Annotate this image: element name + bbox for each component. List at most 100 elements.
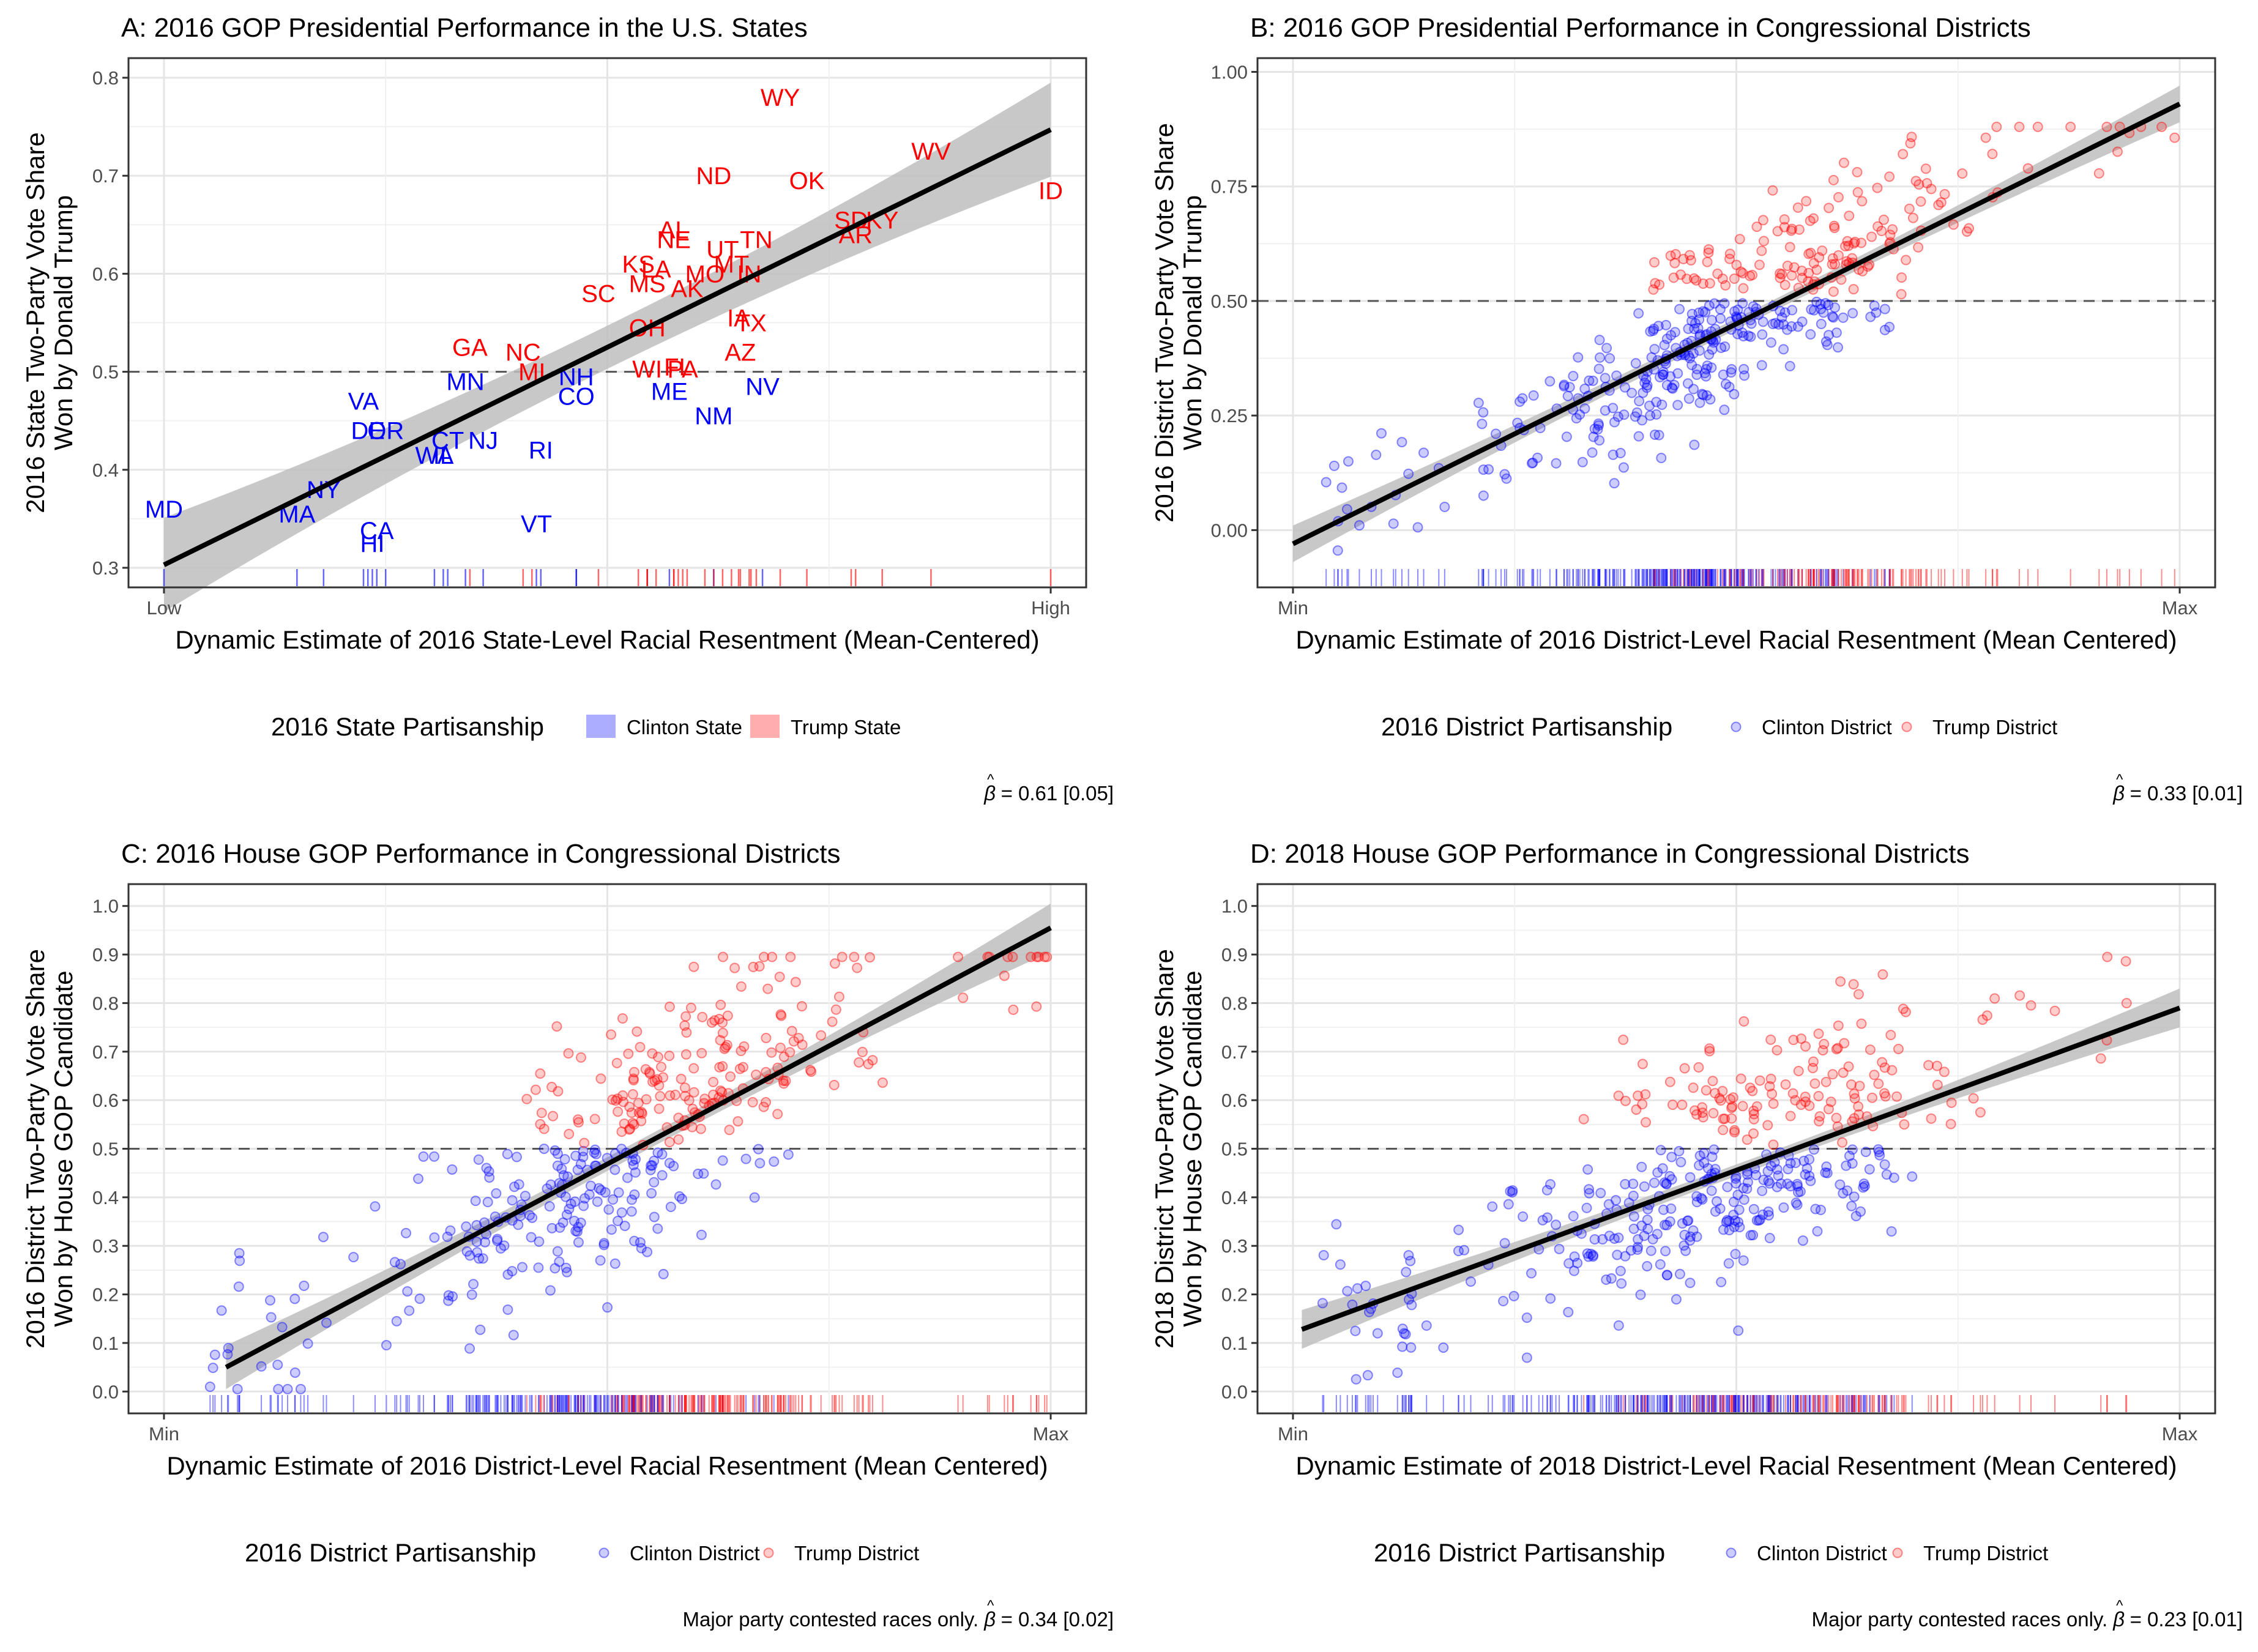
district-point [1745, 1230, 1756, 1241]
district-point [695, 1123, 706, 1134]
grid-lines [1258, 884, 2215, 1413]
district-point [1592, 424, 1603, 435]
x-axis-title: Dynamic Estimate of 2016 District-Level … [1295, 625, 2177, 654]
district-point [1686, 308, 1697, 319]
district-point [1831, 1044, 1842, 1055]
district-point [1786, 270, 1797, 281]
district-point [572, 1164, 583, 1175]
district-point [507, 1266, 518, 1277]
district-point [1701, 371, 1712, 382]
beta-note: Major party contested races only. β^ = 0… [1812, 1598, 2243, 1631]
district-point [717, 1017, 728, 1028]
district-point [273, 1383, 284, 1394]
district-point [1335, 1259, 1346, 1270]
district-point [1847, 1144, 1858, 1155]
district-point [1906, 132, 1917, 143]
district-point [1612, 411, 1623, 422]
district-point [591, 1148, 602, 1159]
district-point [645, 1164, 656, 1175]
district-point [734, 1063, 745, 1074]
district-point [1857, 266, 1868, 277]
district-point [1847, 308, 1858, 319]
district-point [1717, 1085, 1728, 1096]
district-point [1691, 1231, 1702, 1242]
district-point [1683, 393, 1694, 404]
district-point [1512, 417, 1523, 428]
district-point [1031, 1001, 1042, 1012]
district-point [1977, 1014, 1988, 1025]
district-point [1876, 225, 1887, 236]
district-point [1820, 1076, 1831, 1087]
district-point [481, 1163, 492, 1174]
district-point [401, 1227, 412, 1238]
district-point [1587, 1251, 1598, 1262]
district-point [1729, 1125, 1740, 1136]
district-point [1603, 1199, 1614, 1210]
district-point [616, 1126, 627, 1137]
district-point [1715, 1203, 1726, 1214]
district-point [1961, 226, 1972, 237]
district-point [1661, 1178, 1672, 1189]
district-point [1815, 1204, 1826, 1215]
district-point [1568, 1265, 1579, 1276]
y-tick-label: 0.6 [92, 1090, 119, 1111]
district-point [1554, 1243, 1565, 1254]
district-point [1805, 1175, 1816, 1186]
district-point [647, 1048, 658, 1059]
district-point [1789, 262, 1800, 273]
district-point [674, 1191, 685, 1202]
district-point [1720, 341, 1731, 352]
district-point [1589, 1234, 1600, 1245]
district-point [1630, 358, 1641, 369]
district-point [1910, 176, 1921, 187]
district-point [649, 1155, 660, 1166]
district-point [513, 1219, 524, 1230]
state-label-or: OR [367, 418, 404, 445]
beta-hat: ^ [2116, 1598, 2123, 1614]
district-point [1318, 1249, 1329, 1260]
district-point [1401, 1267, 1412, 1278]
district-point [1396, 437, 1407, 448]
district-point [1604, 353, 1615, 364]
district-point [1706, 1185, 1717, 1196]
district-point [546, 1222, 557, 1233]
district-point [1572, 1257, 1583, 1268]
district-point [740, 1153, 751, 1164]
district-point [1785, 1111, 1796, 1122]
district-point [1521, 1312, 1532, 1323]
district-point [1421, 1320, 1432, 1331]
y-axis-title-line: Won by Donald Trump [49, 195, 78, 450]
district-point [1931, 1060, 1942, 1071]
district-point [1849, 1191, 1860, 1202]
district-point [573, 1222, 584, 1233]
district-point [1878, 214, 1889, 225]
district-point [1738, 331, 1749, 342]
district-point [1864, 1164, 1875, 1175]
district-point [1846, 1200, 1857, 1211]
district-point [1716, 1276, 1727, 1287]
district-point [849, 951, 860, 962]
district-point [318, 1232, 329, 1243]
district-point [1649, 1177, 1660, 1188]
district-point [526, 1232, 537, 1243]
district-point [1397, 1323, 1408, 1334]
state-label-al: AL [659, 217, 689, 244]
district-point [1657, 1163, 1668, 1174]
district-point [1682, 273, 1693, 285]
y-tick-label: 0.5 [92, 1139, 119, 1160]
district-point [2022, 163, 2033, 174]
district-point [538, 1144, 550, 1155]
district-point [1615, 1265, 1626, 1276]
district-point [1726, 367, 1737, 378]
district-point [1667, 1099, 1678, 1111]
district-point [1874, 1147, 1885, 1158]
district-point [656, 1062, 667, 1073]
district-point [1823, 330, 1834, 341]
district-point [466, 1289, 477, 1300]
state-label-pa: PA [667, 356, 698, 383]
district-point [1631, 1104, 1642, 1115]
district-point [1400, 1329, 1411, 1340]
district-point [1526, 458, 1537, 469]
district-point [594, 1183, 605, 1194]
district-point [1579, 384, 1590, 395]
